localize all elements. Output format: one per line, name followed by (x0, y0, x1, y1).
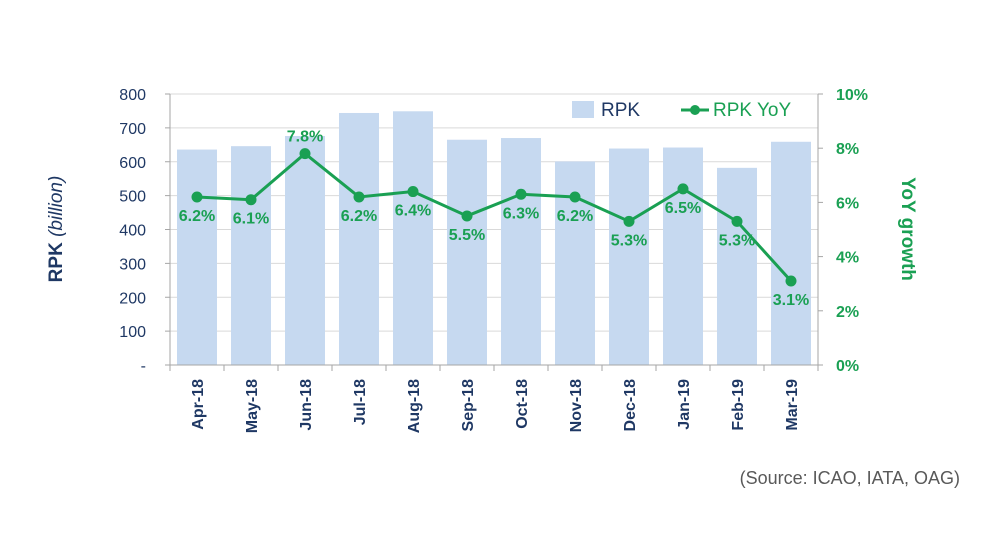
x-tick-label: Jan-19 (676, 379, 693, 430)
bar-jan-19 (663, 147, 703, 365)
yoy-point-nov-18 (569, 191, 581, 203)
right-tick-label: 8% (836, 141, 859, 158)
yoy-point-jan-19 (677, 183, 689, 195)
yoy-data-label: 6.2% (179, 208, 215, 225)
x-tick-label: Sep-18 (460, 379, 477, 432)
yoy-data-label: 5.5% (449, 227, 485, 244)
left-tick-label: 500 (119, 189, 146, 206)
yoy-point-sep-18 (461, 210, 473, 222)
x-tick-label: Jun-18 (298, 379, 315, 431)
legend-yoy-label: RPK YoY (713, 100, 791, 121)
left-axis-title-main: RPK (46, 237, 67, 282)
left-tick-label: 400 (119, 223, 146, 240)
x-tick-label: Mar-19 (784, 379, 801, 431)
left-tick-label: 100 (119, 324, 146, 341)
right-tick-label: 6% (836, 195, 859, 212)
right-tick-label: 2% (836, 304, 859, 321)
right-tick-label: 0% (836, 358, 859, 375)
yoy-line (196, 151, 793, 282)
yoy-data-label: 6.2% (341, 208, 377, 225)
bar-oct-18 (501, 138, 541, 365)
bar-dec-18 (609, 148, 649, 365)
yoy-point-aug-18 (407, 186, 419, 198)
bar-apr-18 (177, 149, 217, 365)
x-tick-label: Aug-18 (406, 379, 423, 433)
x-tick-label: Oct-18 (514, 379, 531, 429)
x-tick-label: Apr-18 (190, 379, 207, 430)
x-tick-label: Jul-18 (352, 379, 369, 425)
bar-feb-19 (717, 167, 757, 365)
yoy-point-feb-19 (731, 215, 743, 227)
left-tick-label: 700 (119, 121, 146, 138)
yoy-point-jul-18 (353, 191, 365, 203)
right-tick-label: 4% (836, 250, 859, 267)
yoy-data-label: 5.3% (719, 232, 755, 249)
left-tick-label: 600 (119, 155, 146, 172)
legend-rpk-label: RPK (601, 100, 640, 121)
bar-jul-18 (339, 112, 379, 365)
x-tick-label: Nov-18 (568, 379, 585, 432)
yoy-data-label: 7.8% (287, 129, 323, 146)
yoy-data-label: 5.3% (611, 232, 647, 249)
yoy-point-may-18 (245, 194, 257, 206)
yoy-point-mar-19 (785, 275, 797, 287)
bar-may-18 (231, 146, 271, 365)
yoy-data-label: 6.4% (395, 203, 431, 220)
bar-mar-19 (771, 141, 811, 365)
left-tick-label: 300 (119, 256, 146, 273)
left-axis-title: RPK (billion) (46, 176, 67, 283)
yoy-point-oct-18 (515, 188, 527, 200)
yoy-point-apr-18 (191, 191, 203, 203)
bar-sep-18 (447, 139, 487, 365)
yoy-point-dec-18 (623, 215, 635, 227)
left-tick-label: - (141, 358, 146, 375)
x-tick-label: Feb-19 (730, 379, 747, 431)
yoy-data-label: 6.5% (665, 200, 701, 217)
right-tick-label: 10% (836, 87, 868, 104)
legend-yoy-marker (690, 105, 700, 115)
source-note: (Source: ICAO, IATA, OAG) (739, 468, 960, 488)
yoy-point-jun-18 (299, 148, 311, 160)
right-axis-title: YoY growth (897, 177, 918, 281)
left-tick-label: 800 (119, 87, 146, 104)
yoy-data-label: 3.1% (773, 292, 809, 309)
yoy-data-label: 6.1% (233, 211, 269, 228)
left-axis-title-unit: (billion) (46, 176, 67, 237)
yoy-data-label: 6.2% (557, 208, 593, 225)
yoy-data-label: 6.3% (503, 205, 539, 222)
bar-aug-18 (393, 111, 433, 366)
x-tick-label: Dec-18 (622, 379, 639, 432)
left-tick-label: 200 (119, 290, 146, 307)
x-tick-label: May-18 (244, 379, 261, 433)
bar-jun-18 (285, 136, 325, 365)
legend-rpk-swatch (572, 101, 594, 118)
